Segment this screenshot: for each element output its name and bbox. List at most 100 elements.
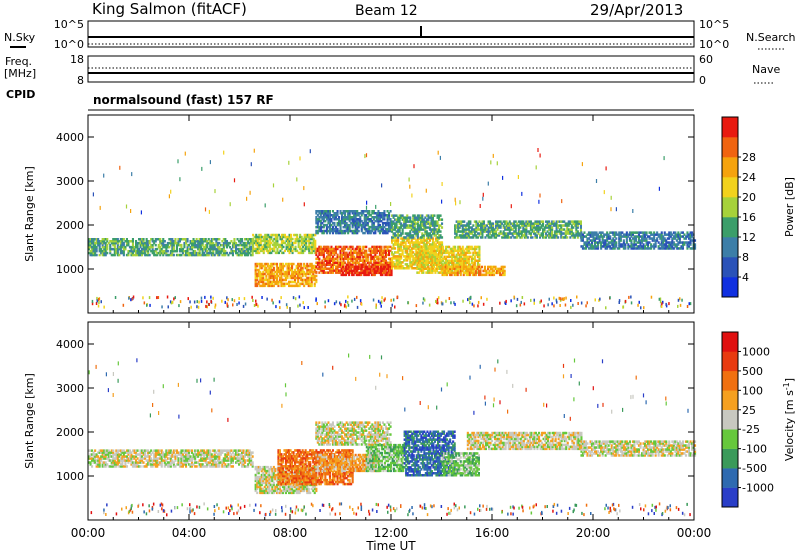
x-axis-label: Time UT [365,539,416,553]
colorbar-swatch [722,487,738,508]
colorbar-tick-label: 24 [742,171,756,184]
scatter-band [340,265,393,277]
nsky-label: N.Sky [4,31,36,44]
colorbar-swatch [722,257,738,278]
x-tick-label: 16:00 [475,526,510,540]
colorbar-label-end: ] [783,378,796,382]
nave-tick-top: 60 [699,53,713,66]
station-title: King Salmon (fitACF) [92,0,247,18]
noise-tick-right-bottom: 10^0 [699,38,729,51]
colorbar-swatch [722,448,738,469]
nave-tick-bottom: 0 [699,74,706,87]
plot-frame [87,114,695,314]
y-tick-label: 2000 [56,426,84,439]
scatter-band [88,238,254,257]
cpid-text: normalsound (fast) 157 RF [93,93,274,107]
colorbar-tick-label: 12 [742,231,756,244]
freq-panel [87,55,695,83]
colorbar-swatch [722,332,738,352]
colorbar-tick-label: 100 [742,384,763,397]
beam-title: Beam 12 [355,3,418,19]
colorbar-label: Velocity [m s-1] [782,378,796,461]
y-tick-label: 1000 [56,470,84,483]
colorbar-tick-label: 16 [742,211,756,224]
noise-tick-left-top: 10^5 [54,18,84,31]
noise-panel [87,20,695,48]
x-tick-label: 04:00 [172,526,207,540]
colorbar-swatch [722,157,738,178]
scatter-band [441,265,506,277]
y-tick-label: 1000 [56,263,84,276]
colorbar-tick-label: 500 [742,365,763,378]
power-panel: 1000 2000 3000 4000 Slant Range [km] [23,114,697,314]
power-colorbar: 4 8 12 16 20 24 28 Power [dB] [721,116,796,298]
date-title: 29/Apr/2013 [590,1,683,19]
colorbar-swatch [722,351,738,372]
scatter-band [454,220,582,239]
scatter-band [391,214,444,239]
freq-label: Freq. [5,55,32,68]
y-tick-label: 3000 [56,175,84,188]
colorbar-tick-label: 28 [742,151,756,164]
colorbar-label: Power [dB] [783,177,796,237]
x-tick-label: 08:00 [273,526,308,540]
colorbar-swatch [722,370,738,391]
scatter-band [88,449,254,468]
ground-noise [91,148,692,310]
scatter-band [315,421,392,446]
colorbar-swatch [722,217,738,238]
colorbar-tick-label: -100 [742,443,767,456]
colorbar-tick-label: 8 [742,251,749,264]
plot-frame [87,321,695,521]
colorbar-tick-label: 25 [742,404,756,417]
colorbar-swatch [722,117,738,138]
colorbar-swatch [722,197,738,218]
y-tick-label: 4000 [56,131,84,144]
scatter-band [466,431,583,451]
freq-tick-top: 18 [70,53,84,66]
scatter-band [315,210,392,235]
scatter-band [580,231,697,250]
y-tick-label: 3000 [56,382,84,395]
colorbar-swatch [722,468,738,488]
colorbar-tick-label: -1000 [742,482,774,495]
scatter-band [441,452,480,477]
colorbar-frame [721,331,739,508]
colorbar-tick-label: 1000 [742,345,770,358]
freq-unit: [MHz] [4,67,36,80]
nave-label: Nave [752,63,780,76]
colorbar-swatch [722,390,738,410]
y-axis-label: Slant Range [km] [23,166,36,262]
colorbar-swatch [722,177,738,198]
colorbar-tick-label: 20 [742,191,756,204]
y-tick-label: 2000 [56,219,84,232]
colorbar-tick-label: -500 [742,462,767,475]
x-tick-label: 20:00 [576,526,611,540]
colorbar-swatch [722,237,738,258]
ground-noise [88,353,691,517]
x-tick-label: 00:00 [71,526,106,540]
colorbar-swatch [722,429,738,449]
nsearch-label: N.Search [746,31,796,44]
colorbar-swatch [722,409,738,430]
colorbar-tick-label: -25 [742,423,760,436]
time-axis: 00:00 04:00 08:00 12:00 16:00 20:00 00:00 Time … [71,115,712,553]
freq-tick-bottom: 8 [77,74,84,87]
noise-tick-right-top: 10^5 [699,18,729,31]
colorbar-frame [721,116,739,298]
scatter-band [252,233,317,255]
colorbar-swatch [722,277,738,298]
cpid-label: CPID [6,88,35,101]
y-tick-label: 4000 [56,338,84,351]
noise-tick-left-bottom: 10^0 [54,38,84,51]
colorbar-label-sup: -1 [782,382,791,390]
x-tick-label: 12:00 [374,526,409,540]
scatter-band [580,440,697,457]
y-axis-label: Slant Range [km] [23,373,36,469]
velocity-panel: 1000 2000 3000 4000 Slant Range [km] [23,321,697,521]
scatter-band [254,262,318,288]
scatter-band [365,443,405,473]
colorbar-swatch [722,137,738,158]
x-tick-label: 00:00 [677,526,712,540]
